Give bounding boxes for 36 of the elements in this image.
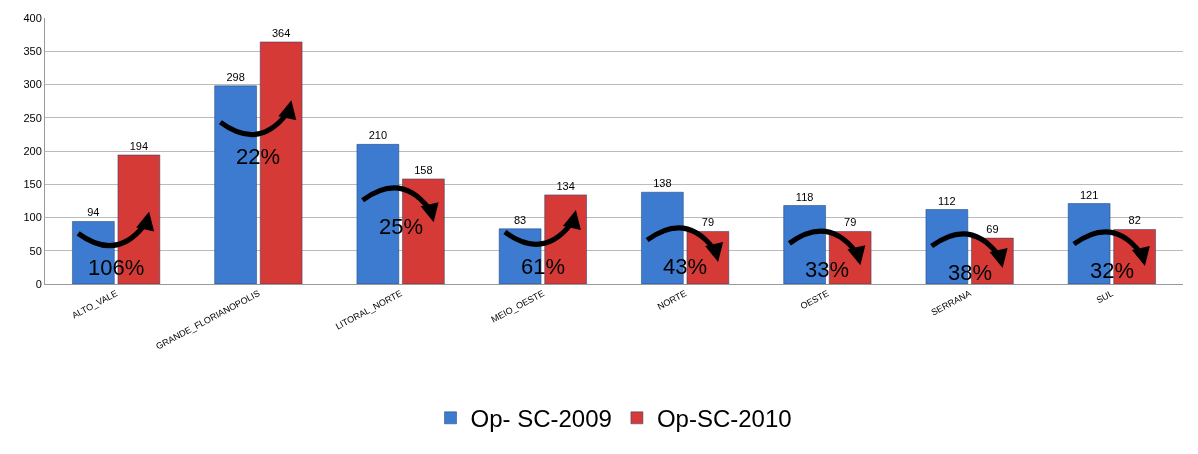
data-label: 158	[414, 163, 433, 176]
data-label: 69	[986, 223, 999, 236]
annotation: 106%	[88, 255, 145, 280]
data-label: 82	[1128, 214, 1141, 227]
y-tick-label: 50	[29, 244, 42, 257]
x-tick-label: SUL	[1094, 288, 1115, 306]
data-label: 138	[653, 177, 672, 190]
data-label: 210	[368, 129, 388, 142]
annotation: 38%	[948, 260, 993, 285]
y-tick-label: 300	[23, 78, 42, 91]
data-label: 83	[513, 213, 527, 226]
legend-label: Op- SC-2009	[470, 405, 612, 433]
data-label: 112	[938, 194, 956, 207]
y-tick-label: 200	[23, 144, 42, 157]
data-label: 134	[556, 179, 575, 192]
y-tick-label: 150	[23, 178, 42, 191]
y-tick-label: 0	[35, 277, 42, 290]
data-label: 118	[795, 190, 814, 203]
legend-label: Op-SC-2010	[656, 405, 792, 433]
data-label: 121	[1079, 188, 1099, 201]
y-tick-label: 250	[23, 111, 42, 124]
annotation: 25%	[379, 214, 424, 239]
data-label: 79	[844, 216, 857, 229]
data-label: 94	[87, 206, 100, 219]
y-tick-label: 400	[23, 11, 42, 24]
annotation: 22%	[236, 144, 281, 169]
annotation: 33%	[805, 257, 850, 282]
data-label: 194	[129, 139, 149, 152]
y-tick-label: 100	[23, 211, 42, 224]
annotation: 32%	[1090, 258, 1135, 283]
annotation: 61%	[521, 254, 566, 279]
annotation: 43%	[663, 254, 708, 279]
y-tick-label: 350	[23, 45, 42, 58]
data-label: 298	[226, 70, 245, 83]
data-label: 79	[701, 216, 715, 229]
data-label: 364	[271, 26, 291, 39]
